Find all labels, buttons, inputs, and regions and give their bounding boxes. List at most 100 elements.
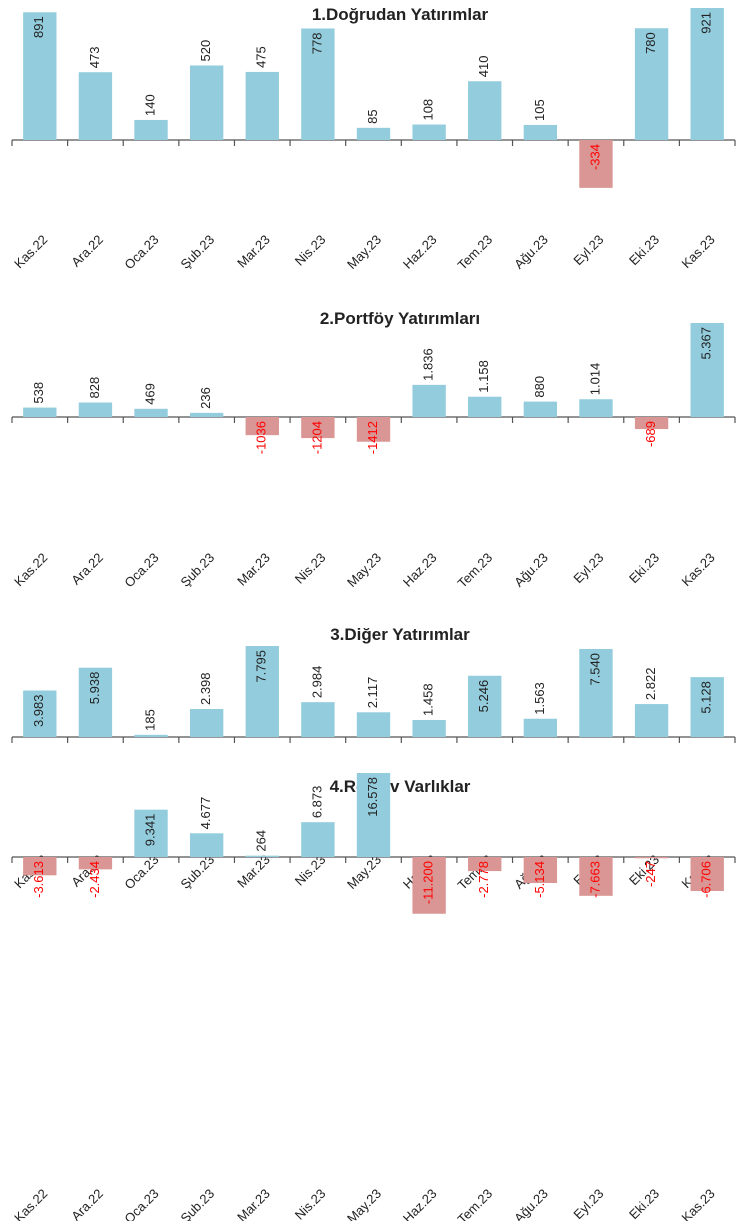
bar	[189, 412, 224, 417]
bar	[78, 402, 113, 417]
bar	[634, 704, 669, 737]
data-label: -2.778	[476, 861, 491, 898]
bar	[468, 857, 502, 872]
bar	[356, 712, 391, 737]
bar	[23, 407, 57, 417]
data-label: -7.663	[587, 861, 602, 898]
bar	[245, 646, 279, 737]
chart-title: 4.Rezerv Varlıklar	[330, 777, 471, 796]
x-tick-label: Eki.23	[626, 550, 662, 586]
data-label: 108	[421, 99, 436, 121]
data-label: -2.434	[87, 861, 102, 898]
data-label: -1412	[365, 421, 380, 454]
data-label: -3.613	[31, 861, 46, 898]
data-label: 1.014	[587, 363, 602, 396]
data-label: 780	[643, 32, 658, 54]
bar	[78, 857, 113, 870]
data-label: -6.706	[699, 861, 714, 898]
data-label: 1.563	[532, 682, 547, 715]
bar	[245, 71, 279, 140]
x-tick-label: Tem.23	[455, 1186, 496, 1221]
data-label: 538	[31, 382, 46, 404]
bar	[189, 833, 224, 857]
data-label: -11.200	[421, 861, 436, 904]
bar	[579, 648, 613, 737]
data-label: 9.341	[142, 814, 157, 847]
x-tick-label: Eyl.23	[570, 1186, 606, 1221]
data-label: 5.938	[87, 672, 102, 705]
x-tick-label: Haz.23	[400, 1186, 440, 1221]
data-label: 1.158	[476, 360, 491, 393]
data-label: 1.458	[421, 683, 436, 716]
data-label: 140	[142, 94, 157, 116]
bar	[412, 124, 446, 140]
bar	[301, 417, 335, 439]
x-tick-label: Ağu.23	[511, 232, 551, 272]
data-label: 921	[699, 12, 714, 34]
data-label: 5.246	[476, 680, 491, 713]
data-label: 7.540	[587, 653, 602, 686]
data-label: 16.578	[365, 777, 380, 817]
x-tick-label: Oca.23	[121, 852, 161, 892]
x-tick-label: May.23	[344, 852, 384, 892]
data-label: 828	[87, 377, 102, 399]
chart-title: 1.Doğrudan Yatırımlar	[312, 5, 489, 24]
x-tick-label: Kas.23	[679, 1186, 718, 1221]
x-tick-label: Nis.23	[292, 550, 329, 587]
data-label: 2.398	[198, 672, 213, 705]
data-label: 880	[532, 376, 547, 398]
bar	[634, 417, 669, 430]
x-tick-label: Ağu.23	[511, 1186, 551, 1221]
data-label: 6.873	[309, 786, 324, 819]
bar	[356, 127, 391, 140]
x-tick-label: Eki.23	[626, 1186, 662, 1221]
x-tick-label: Mar.23	[234, 1186, 273, 1221]
x-tick-label: Ara.22	[68, 232, 106, 270]
x-tick-label: Oca.23	[121, 1186, 161, 1221]
data-label: 2.117	[365, 677, 380, 709]
data-label: 520	[198, 40, 213, 62]
chart-title: 3.Diğer Yatırımlar	[330, 625, 470, 644]
x-tick-label: Eyl.23	[570, 550, 606, 586]
bar	[690, 323, 724, 417]
x-tick-label: Kas.23	[679, 232, 718, 271]
bar	[468, 396, 502, 417]
chart-title: 2.Portföy Yatırımları	[320, 309, 480, 328]
x-tick-label: Ara.22	[68, 1186, 106, 1221]
bar	[78, 72, 113, 140]
bar	[356, 773, 391, 857]
bar	[468, 81, 502, 140]
bar	[468, 675, 502, 737]
data-label: 236	[198, 387, 213, 409]
data-label: 475	[254, 46, 269, 68]
data-label: -5.134	[532, 861, 547, 898]
x-tick-label: Mar.23	[234, 550, 273, 589]
x-tick-label: Tem.23	[455, 550, 496, 591]
data-label: 473	[87, 47, 102, 69]
x-tick-label: Kas.22	[11, 550, 50, 589]
data-label: -247	[643, 861, 658, 887]
bar	[412, 384, 446, 417]
data-label: 891	[31, 16, 46, 38]
data-label: 264	[254, 830, 269, 852]
x-tick-label: Mar.23	[234, 852, 273, 891]
bar	[356, 417, 391, 442]
x-tick-label: Tem.23	[455, 232, 496, 273]
data-label: 1.836	[421, 348, 436, 381]
data-label: 5.367	[699, 327, 714, 360]
bar	[301, 822, 335, 857]
bar	[189, 709, 224, 737]
bar	[579, 399, 613, 417]
bar	[78, 667, 113, 737]
x-tick-label: Şub.23	[177, 1186, 217, 1221]
x-tick-label: Haz.23	[400, 550, 440, 590]
data-label: 4.677	[198, 797, 213, 830]
x-tick-label: Kas.23	[679, 550, 718, 589]
bar	[134, 734, 168, 737]
x-tick-label: Haz.23	[400, 232, 440, 272]
bar	[189, 65, 224, 140]
data-label: 469	[142, 383, 157, 405]
x-tick-label: Oca.23	[121, 550, 161, 590]
x-tick-label: May.23	[344, 1186, 384, 1221]
